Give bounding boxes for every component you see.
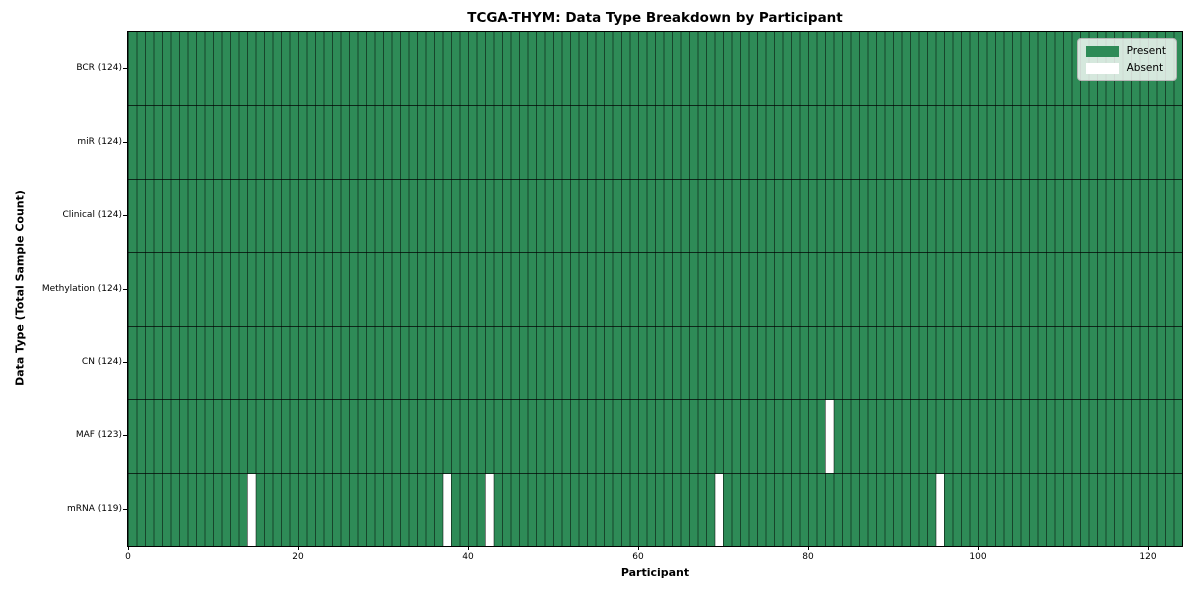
plot-area: Present Absent [127,31,1183,547]
x-tick-label: 120 [1139,552,1157,562]
y-tick-mark [123,361,127,363]
legend-label-absent: Absent [1126,62,1164,74]
x-tick-label: 0 [125,552,131,562]
y-tick-label: miR (124) [77,136,122,147]
absent-swatch [1085,62,1119,74]
heatmap-row-bcr [128,32,1182,106]
absent-cell [714,473,723,546]
heatmap-row-mir [128,105,1182,179]
legend-entry-present: Present [1085,45,1166,57]
x-tick-mark [637,546,639,550]
absent-cell [247,473,256,546]
legend-entry-absent: Absent [1085,62,1166,74]
x-tick-label: 100 [969,552,987,562]
y-tick-mark [123,141,127,143]
x-tick-mark [1147,546,1149,550]
y-tick-mark [123,215,127,217]
heatmap-row-clinical [128,178,1182,253]
y-tick-label: mRNA (119) [67,503,122,514]
y-tick-mark [123,435,127,437]
y-tick-label: CN (124) [81,356,122,367]
absent-cell [825,400,834,473]
y-tick-label: BCR (124) [76,63,122,74]
absent-cell [485,473,494,546]
x-tick-mark [127,546,129,550]
x-tick-mark [467,546,469,550]
legend: Present Absent [1076,38,1177,81]
x-tick-label: 20 [292,552,304,562]
legend-label-present: Present [1126,45,1166,57]
chart-title: TCGA-THYM: Data Type Breakdown by Partic… [467,10,843,26]
x-tick-mark [977,546,979,550]
y-tick-label: Methylation (124) [41,283,122,294]
x-tick-label: 80 [802,552,814,562]
y-tick-label: Clinical (124) [62,210,122,221]
heatmap-row-maf [128,399,1182,473]
x-tick-label: 40 [462,552,474,562]
x-axis-label: Participant [620,566,690,579]
x-tick-label: 60 [632,552,644,562]
y-tick-label: MAF (123) [75,430,122,441]
y-tick-mark [123,508,127,510]
y-tick-mark [123,68,127,70]
x-tick-mark [297,546,299,550]
present-swatch [1085,45,1119,57]
heatmap-row-methylation [128,252,1182,326]
heatmap-row-cn [128,325,1182,400]
absent-cell [935,473,944,546]
x-tick-mark [807,546,809,550]
y-tick-mark [123,288,127,290]
heatmap-row-mrna [128,472,1182,546]
absent-cell [442,473,451,546]
